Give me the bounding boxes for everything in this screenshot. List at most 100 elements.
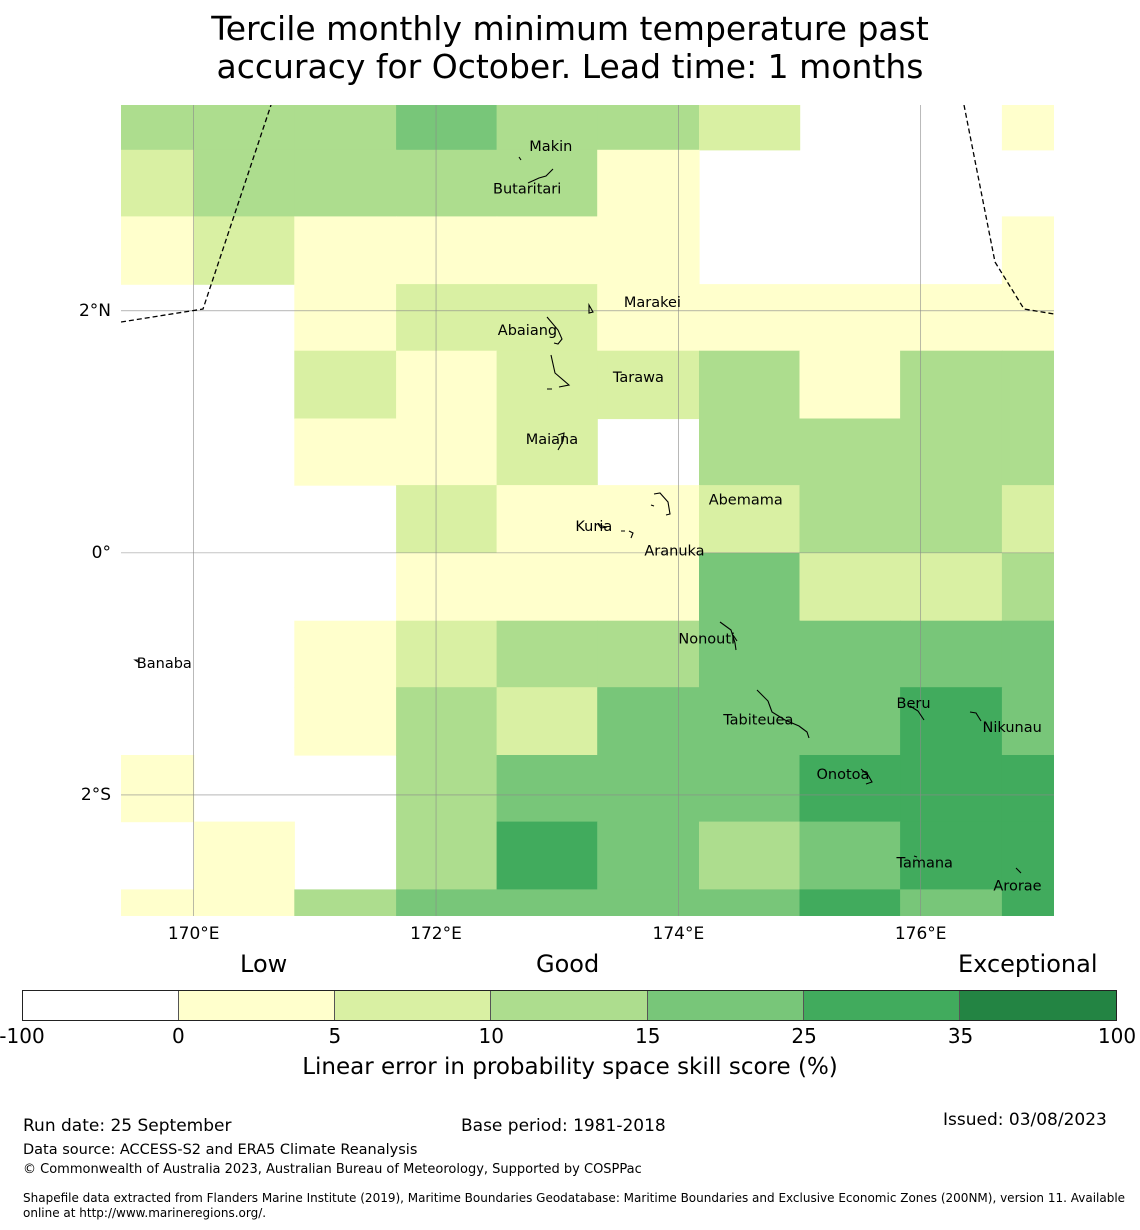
y-tick-label: 2°S bbox=[80, 784, 111, 805]
x-tick-label: 174°E bbox=[652, 924, 705, 944]
colorbar-segment bbox=[647, 991, 804, 1020]
y-tick-label: 2°N bbox=[78, 300, 111, 321]
tamana-coastline bbox=[913, 855, 918, 858]
abemama-coastline bbox=[650, 492, 671, 516]
colorbar-tick-label: 35 bbox=[947, 1024, 974, 1048]
grid-cell bbox=[799, 620, 901, 688]
grid-cell bbox=[900, 485, 1003, 554]
place-label-tamana: Tamana bbox=[896, 856, 953, 872]
grid-cell bbox=[496, 418, 598, 486]
grid-cell bbox=[1001, 105, 1054, 151]
grid-cell bbox=[396, 485, 498, 554]
grid-cell bbox=[396, 350, 498, 420]
grid-cell bbox=[900, 620, 1003, 688]
grid-cell bbox=[396, 552, 498, 622]
tabiteuea-coastline bbox=[756, 689, 810, 739]
grid-cell bbox=[597, 485, 700, 554]
chart-title: Tercile monthly minimum temperature past… bbox=[0, 10, 1140, 86]
island-coastlines bbox=[133, 156, 1022, 874]
place-labels: Makin Butaritari Marakei Abaiang Tarawa Maian… bbox=[137, 139, 1042, 895]
grid-cell bbox=[121, 216, 195, 285]
kuria-coastline bbox=[597, 523, 608, 529]
grid-cell bbox=[1001, 485, 1054, 554]
colorbar bbox=[22, 990, 1117, 1021]
place-label-tabiteuea: Tabiteuea bbox=[722, 713, 793, 729]
colorbar-tick-label: 0 bbox=[172, 1024, 185, 1048]
colorbar-tick-label: 25 bbox=[791, 1024, 817, 1048]
grid-cell bbox=[597, 552, 700, 622]
grid-cell bbox=[900, 552, 1003, 622]
grid-cell bbox=[1001, 687, 1054, 756]
place-label-maiana: Maiana bbox=[526, 432, 578, 448]
colorbar-tick-label: 15 bbox=[634, 1024, 661, 1048]
grid-cell bbox=[900, 350, 1003, 420]
grid-cell bbox=[396, 687, 498, 756]
colorbar-segment bbox=[959, 991, 1116, 1020]
grid-cell bbox=[699, 485, 801, 554]
grid-cell bbox=[1001, 821, 1054, 890]
grid-cell bbox=[1001, 216, 1054, 285]
eez-boundary-line-east bbox=[963, 105, 1054, 315]
grid-cell bbox=[900, 821, 1003, 890]
grid-cell bbox=[1001, 418, 1054, 486]
copyright: © Commonwealth of Australia 2023, Austra… bbox=[23, 1162, 642, 1177]
grid-cell bbox=[699, 821, 801, 890]
y-tick-label: 0° bbox=[91, 542, 111, 563]
grid-cell bbox=[294, 418, 397, 486]
chart-title-line-2: accuracy for October. Lead time: 1 month… bbox=[216, 47, 924, 86]
chart-title-line-1: Tercile monthly minimum temperature past bbox=[211, 9, 929, 48]
place-label-nonouti: Nonouti bbox=[678, 632, 735, 648]
aranuka-coastline bbox=[621, 530, 634, 539]
skill-score-map: Makin Butaritari Marakei Abaiang Tarawa Maian… bbox=[121, 105, 1054, 916]
grid-cell bbox=[597, 216, 700, 285]
grid-cell bbox=[699, 105, 801, 151]
grid-cell bbox=[193, 216, 295, 285]
place-label-nikunau: Nikunau bbox=[983, 720, 1042, 736]
grid-cell bbox=[699, 284, 801, 352]
place-label-banaba: Banaba bbox=[137, 656, 192, 672]
grid-cell bbox=[799, 821, 901, 890]
grid-cell bbox=[799, 552, 901, 622]
place-label-arorae: Arorae bbox=[993, 879, 1041, 895]
grid-cell bbox=[496, 755, 598, 823]
grid-cell bbox=[396, 216, 498, 285]
grid-cell bbox=[1001, 620, 1054, 688]
abaiang-coastline bbox=[546, 316, 563, 345]
grid-cell bbox=[799, 687, 901, 756]
colorbar-segment bbox=[491, 991, 648, 1020]
grid-cell bbox=[597, 821, 700, 890]
grid-cell bbox=[496, 149, 598, 217]
place-label-aranuka: Aranuka bbox=[644, 543, 704, 559]
colorbar-tick-label: -100 bbox=[0, 1024, 45, 1048]
grid-cell bbox=[294, 350, 397, 420]
grid-cell bbox=[597, 284, 700, 352]
grid-cell bbox=[597, 350, 700, 420]
grid-cell bbox=[294, 216, 397, 285]
grid-cell bbox=[799, 485, 901, 554]
legend-category-exceptional: Exceptional bbox=[958, 950, 1098, 978]
run-date: Run date: 25 September bbox=[23, 1116, 232, 1136]
place-label-makin: Makin bbox=[529, 139, 572, 155]
colorbar-label: Linear error in probability space skill … bbox=[302, 1054, 838, 1080]
makin-coastline bbox=[518, 156, 522, 161]
grid-cell bbox=[294, 889, 397, 916]
grid-cell bbox=[294, 105, 397, 151]
grid-cell bbox=[396, 105, 498, 151]
grid-cell bbox=[597, 687, 700, 756]
maiana-coastline bbox=[557, 432, 565, 451]
grid-cell bbox=[699, 418, 801, 486]
grid-cell bbox=[799, 418, 901, 486]
grid-cell bbox=[900, 284, 1003, 352]
grid-cell bbox=[496, 350, 598, 420]
grid-cell bbox=[699, 889, 801, 916]
banaba-coastline bbox=[133, 659, 140, 663]
grid-cell bbox=[294, 149, 397, 217]
grid-cell bbox=[597, 620, 700, 688]
grid-cell bbox=[799, 350, 901, 420]
colorbar-tick-label: 5 bbox=[328, 1024, 342, 1048]
place-label-abemama: Abemama bbox=[709, 492, 783, 508]
nikunau-coastline bbox=[969, 711, 982, 722]
grid-cell bbox=[900, 687, 1003, 756]
grid-cell bbox=[496, 687, 598, 756]
grid-cell bbox=[193, 149, 295, 217]
